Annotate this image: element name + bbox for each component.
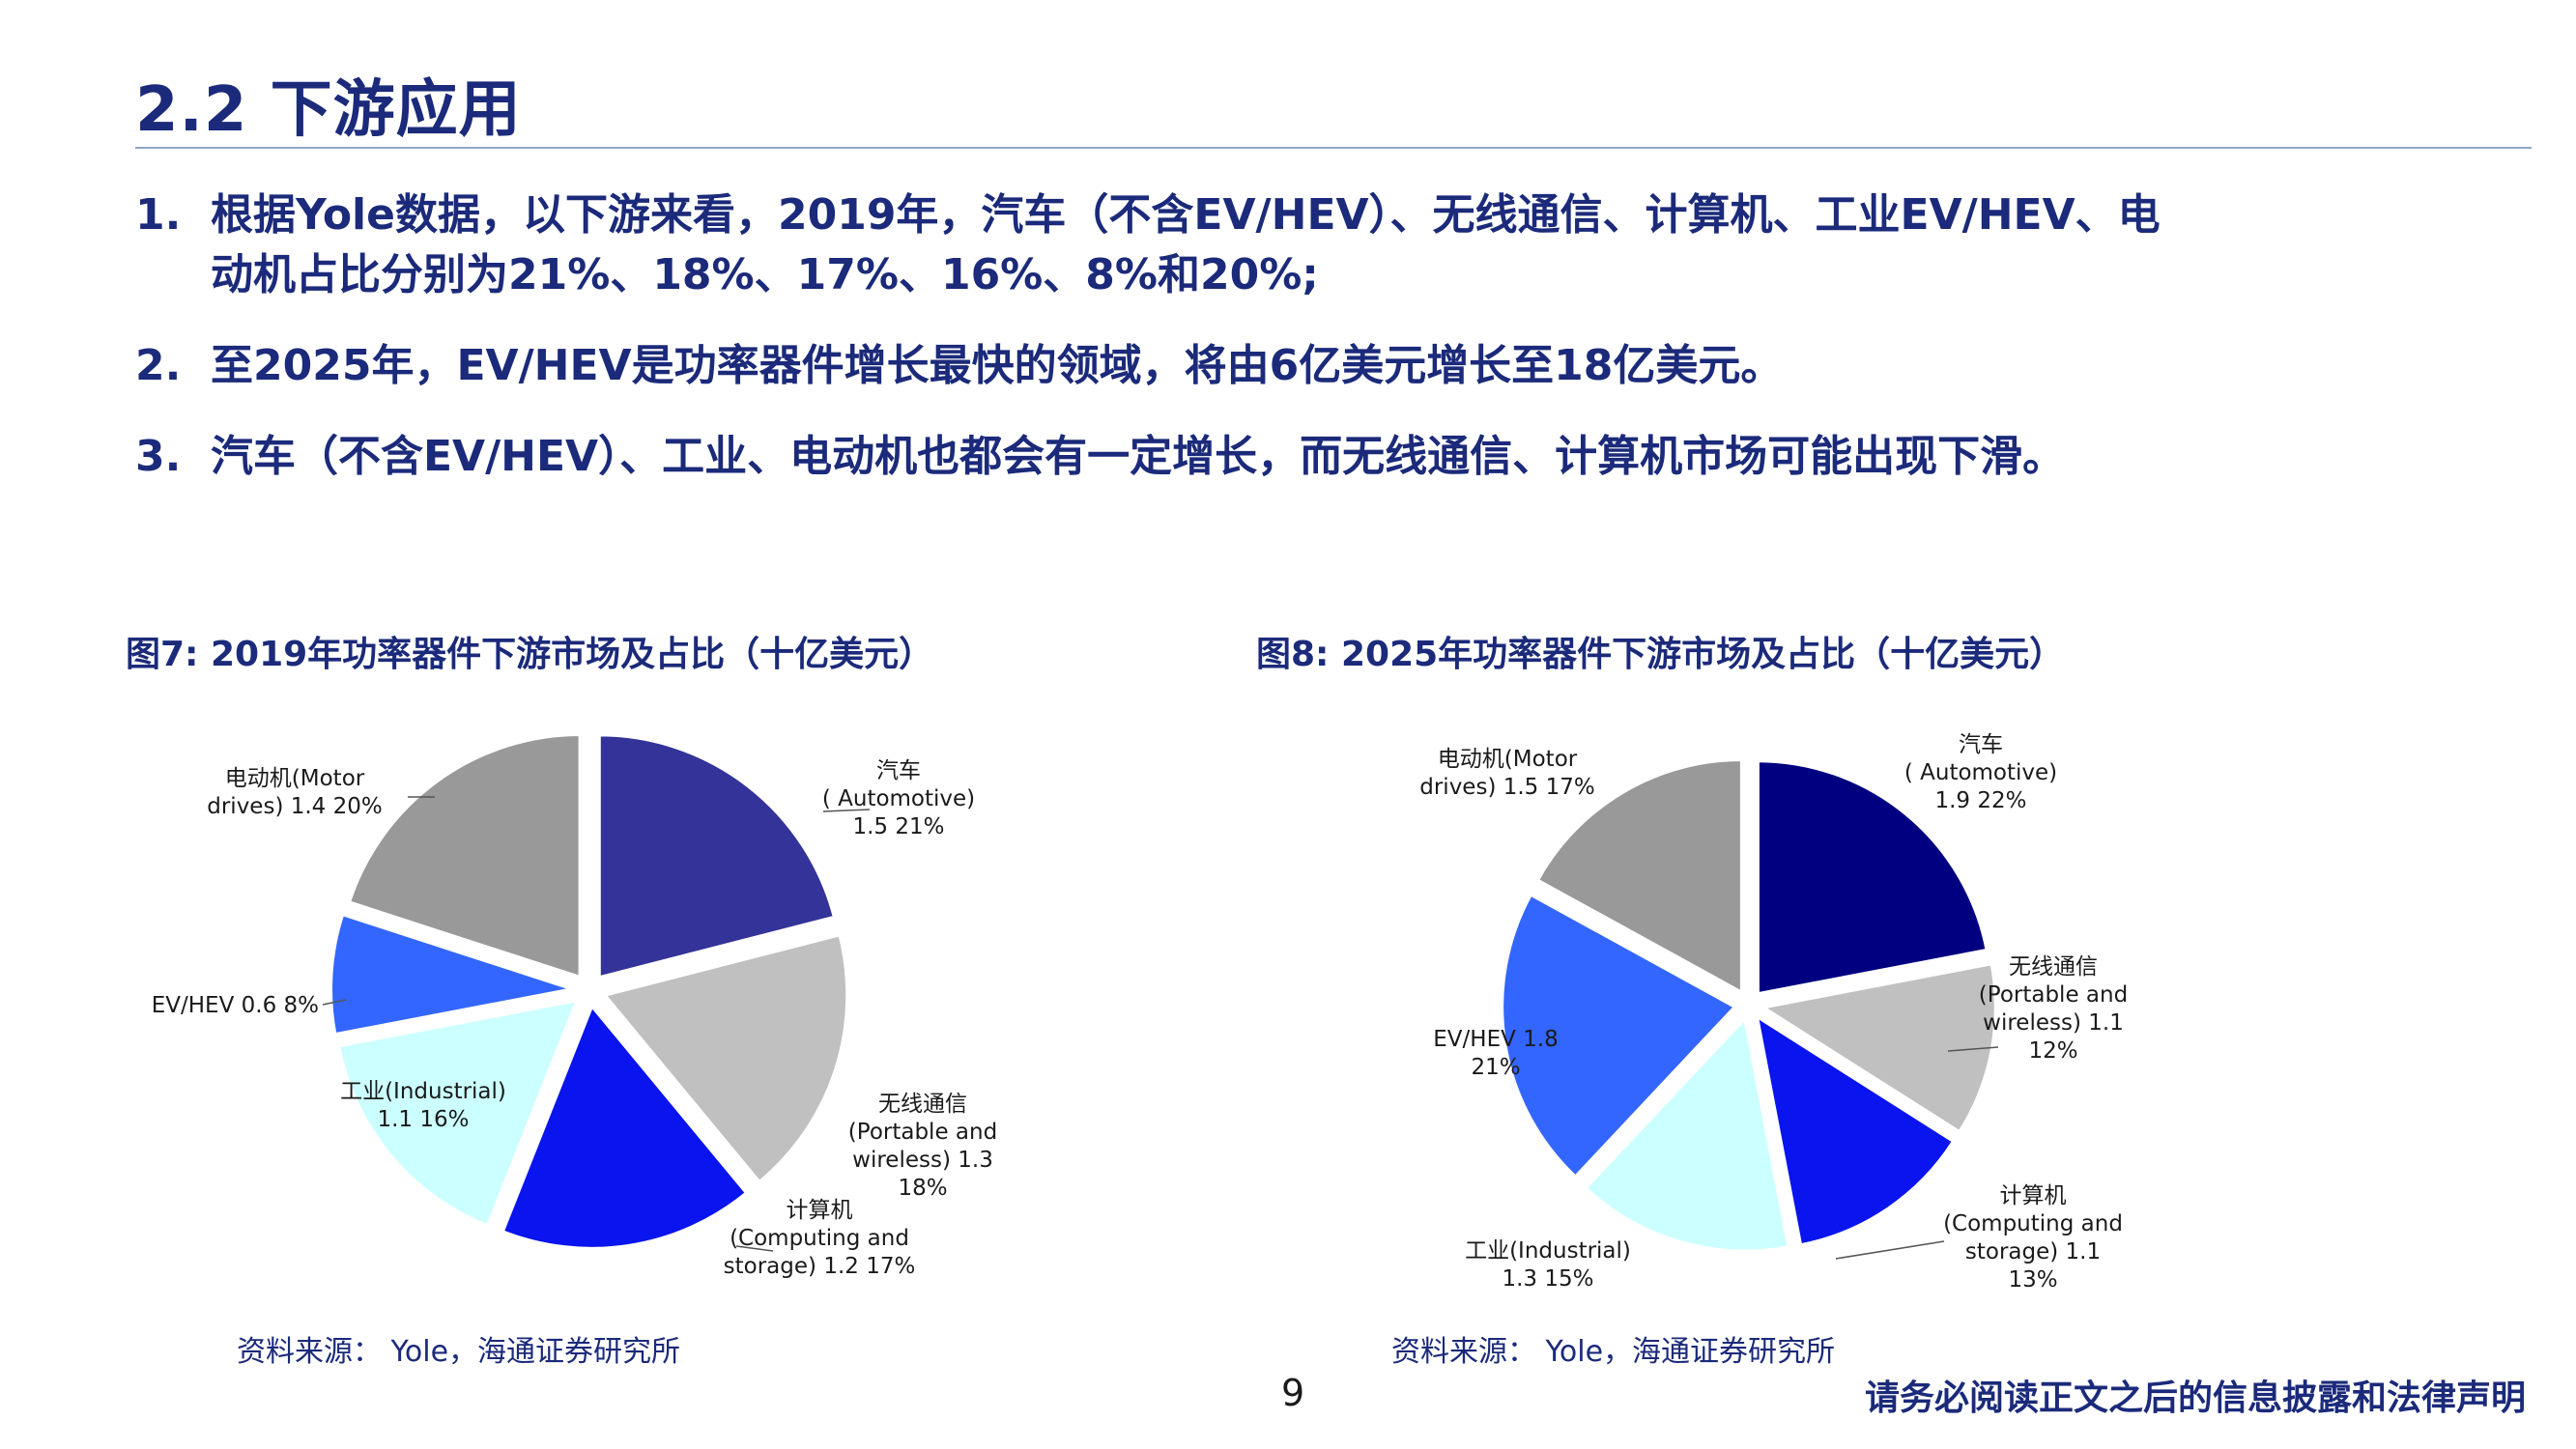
slice-label: 电动机(Motor drives) 1.5 17%	[1419, 747, 1594, 800]
slice-label: 计算机 (Computing and storage) 1.2 17%	[724, 1198, 916, 1279]
slice-label-line: 1.9 22%	[1934, 788, 2026, 813]
leader-line	[735, 1245, 774, 1252]
figure-7-title: 图7: 2019年功率器件下游市场及占比（十亿美元）	[126, 635, 934, 674]
title-divider	[135, 147, 2532, 149]
slice-label: 汽车 ( Automotive) 1.9 22%	[1904, 732, 2057, 813]
slice-label: 工业(Industrial) 1.1 16%	[340, 1079, 506, 1132]
slice-label-line: storage) 1.2 17%	[724, 1254, 916, 1279]
slice-label-line: 1.5 21%	[852, 814, 944, 839]
slice-label-line: 工业(Industrial)	[340, 1079, 506, 1104]
bullet-number: 1.	[135, 190, 182, 240]
figure-8-source: 资料来源： Yole，海通证券研究所	[1391, 1335, 1836, 1369]
slice-label-line: ( Automotive)	[1904, 760, 2057, 785]
slice-label-line: 无线通信	[878, 1092, 967, 1117]
page-title: 2.2 下游应用	[135, 74, 522, 146]
slice-label-line: 汽车	[1959, 732, 2003, 757]
slice-label-line: 13%	[2008, 1267, 2057, 1293]
slice-label-line: EV/HEV 0.6 8%	[152, 993, 319, 1018]
slice-label-line: 汽车	[876, 758, 921, 783]
figure-8-title: 图8: 2025年功率器件下游市场及占比（十亿美元）	[1256, 635, 2065, 674]
slice-label-line: wireless) 1.1	[1983, 1010, 2124, 1036]
bullet-number: 2.	[135, 341, 182, 390]
slice-label-line: 18%	[898, 1176, 947, 1201]
bullet-line: 至2025年，EV/HEV是功率器件增长最快的领域，将由6亿美元增长至18亿美元…	[211, 341, 1784, 390]
slice-label-line: 21%	[1471, 1055, 1520, 1080]
slice-label-line: 电动机(Motor	[225, 766, 365, 791]
pie-slice	[596, 732, 838, 980]
slice-label-line: 计算机	[2000, 1183, 2067, 1208]
page-number: 9	[1281, 1372, 1305, 1414]
bullet-item-2: 2. 至2025年，EV/HEV是功率器件增长最快的领域，将由6亿美元增长至18…	[135, 336, 2532, 396]
slice-label: EV/HEV 1.8 21%	[1433, 1027, 1558, 1080]
slice-label-line: (Portable and	[1979, 982, 2128, 1008]
slice-label-line: 1.3 15%	[1502, 1266, 1593, 1292]
pie-slice	[500, 1001, 750, 1251]
slice-label-line: (Portable and	[848, 1120, 997, 1145]
bullet-list: 1. 根据Yole数据，以下游来看，2019年，汽车（不含EV/HEV）、无线通…	[135, 185, 2532, 518]
slice-label-line: (Computing and	[730, 1226, 909, 1251]
slice-label: 无线通信 (Portable and wireless) 1.3 18%	[848, 1092, 997, 1201]
bullet-number: 3.	[135, 432, 182, 481]
slice-label-line: drives) 1.4 20%	[207, 794, 382, 819]
bullet-line: 汽车（不含EV/HEV）、工业、电动机也都会有一定增长，而无线通信、计算机市场可…	[211, 432, 2066, 481]
pie-slice	[1534, 756, 1744, 997]
slice-label-line: 工业(Industrial)	[1465, 1238, 1631, 1264]
pie-slice	[1754, 1011, 1957, 1248]
slice-label-line: storage) 1.1	[1965, 1239, 2101, 1264]
pie-slice	[1755, 758, 1989, 997]
slice-label-line: drives) 1.5 17%	[1419, 775, 1594, 800]
slice-label: 无线通信(Portable and wireless) 1.1 12%	[1979, 954, 2128, 1064]
slice-label-line: (Computing and	[1943, 1211, 2123, 1236]
slice-label-line: ( Automotive)	[822, 786, 975, 811]
leader-line	[1947, 1046, 1999, 1052]
pie-slice	[346, 732, 583, 980]
pie-chart-2025: 汽车 ( Automotive) 1.9 22% 无线通信(Portable and w…	[1419, 732, 2128, 1293]
slice-label-line: 1.1 16%	[377, 1107, 469, 1132]
bullet-item-3: 3. 汽车（不含EV/HEV）、工业、电动机也都会有一定增长，而无线通信、计算机…	[135, 427, 2532, 487]
pie-slice	[1500, 891, 1739, 1180]
bullet-item-1: 1. 根据Yole数据，以下游来看，2019年，汽车（不含EV/HEV）、无线通…	[135, 185, 2532, 305]
leader-line	[1835, 1240, 1945, 1260]
leader-line	[322, 999, 347, 1006]
figure-7-source: 资料来源： Yole，海通证券研究所	[237, 1335, 681, 1369]
bullet-line: 根据Yole数据，以下游来看，2019年，汽车（不含EV/HEV）、无线通信、计…	[211, 190, 2161, 240]
slice-label-line: 计算机	[787, 1198, 853, 1223]
slice-label-line: EV/HEV 1.8	[1433, 1027, 1558, 1052]
pie-slice	[335, 997, 581, 1230]
slice-label-line: 无线通信	[2009, 954, 2098, 980]
slice-label: 计算机 (Computing and storage) 1.1 13%	[1943, 1183, 2123, 1293]
pie-slice	[600, 931, 850, 1185]
pie-slice	[329, 911, 575, 1037]
legal-disclaimer: 请务必阅读正文之后的信息披露和法律声明	[1864, 1378, 2526, 1418]
slice-label: EV/HEV 0.6 8%	[152, 993, 319, 1018]
slice-label-line: 电动机(Motor	[1438, 747, 1578, 772]
pie-slice	[1582, 1013, 1791, 1254]
slice-label-line: 12%	[2028, 1038, 2077, 1064]
leader-line	[822, 809, 871, 812]
slice-label: 电动机(Motor drives) 1.4 20%	[207, 766, 382, 819]
slice-label: 汽车 ( Automotive) 1.5 21%	[822, 758, 975, 839]
slice-label: 工业(Industrial) 1.3 15%	[1465, 1238, 1631, 1292]
slice-label-line: wireless) 1.3	[852, 1148, 993, 1173]
bullet-line: 动机占比分别为21%、18%、17%、16%、8%和20%;	[211, 250, 1319, 299]
pie-slice	[1757, 960, 1998, 1136]
pie-chart-2019: 汽车 ( Automotive) 1.5 21% 无线通信 (Portable and w…	[152, 732, 997, 1279]
